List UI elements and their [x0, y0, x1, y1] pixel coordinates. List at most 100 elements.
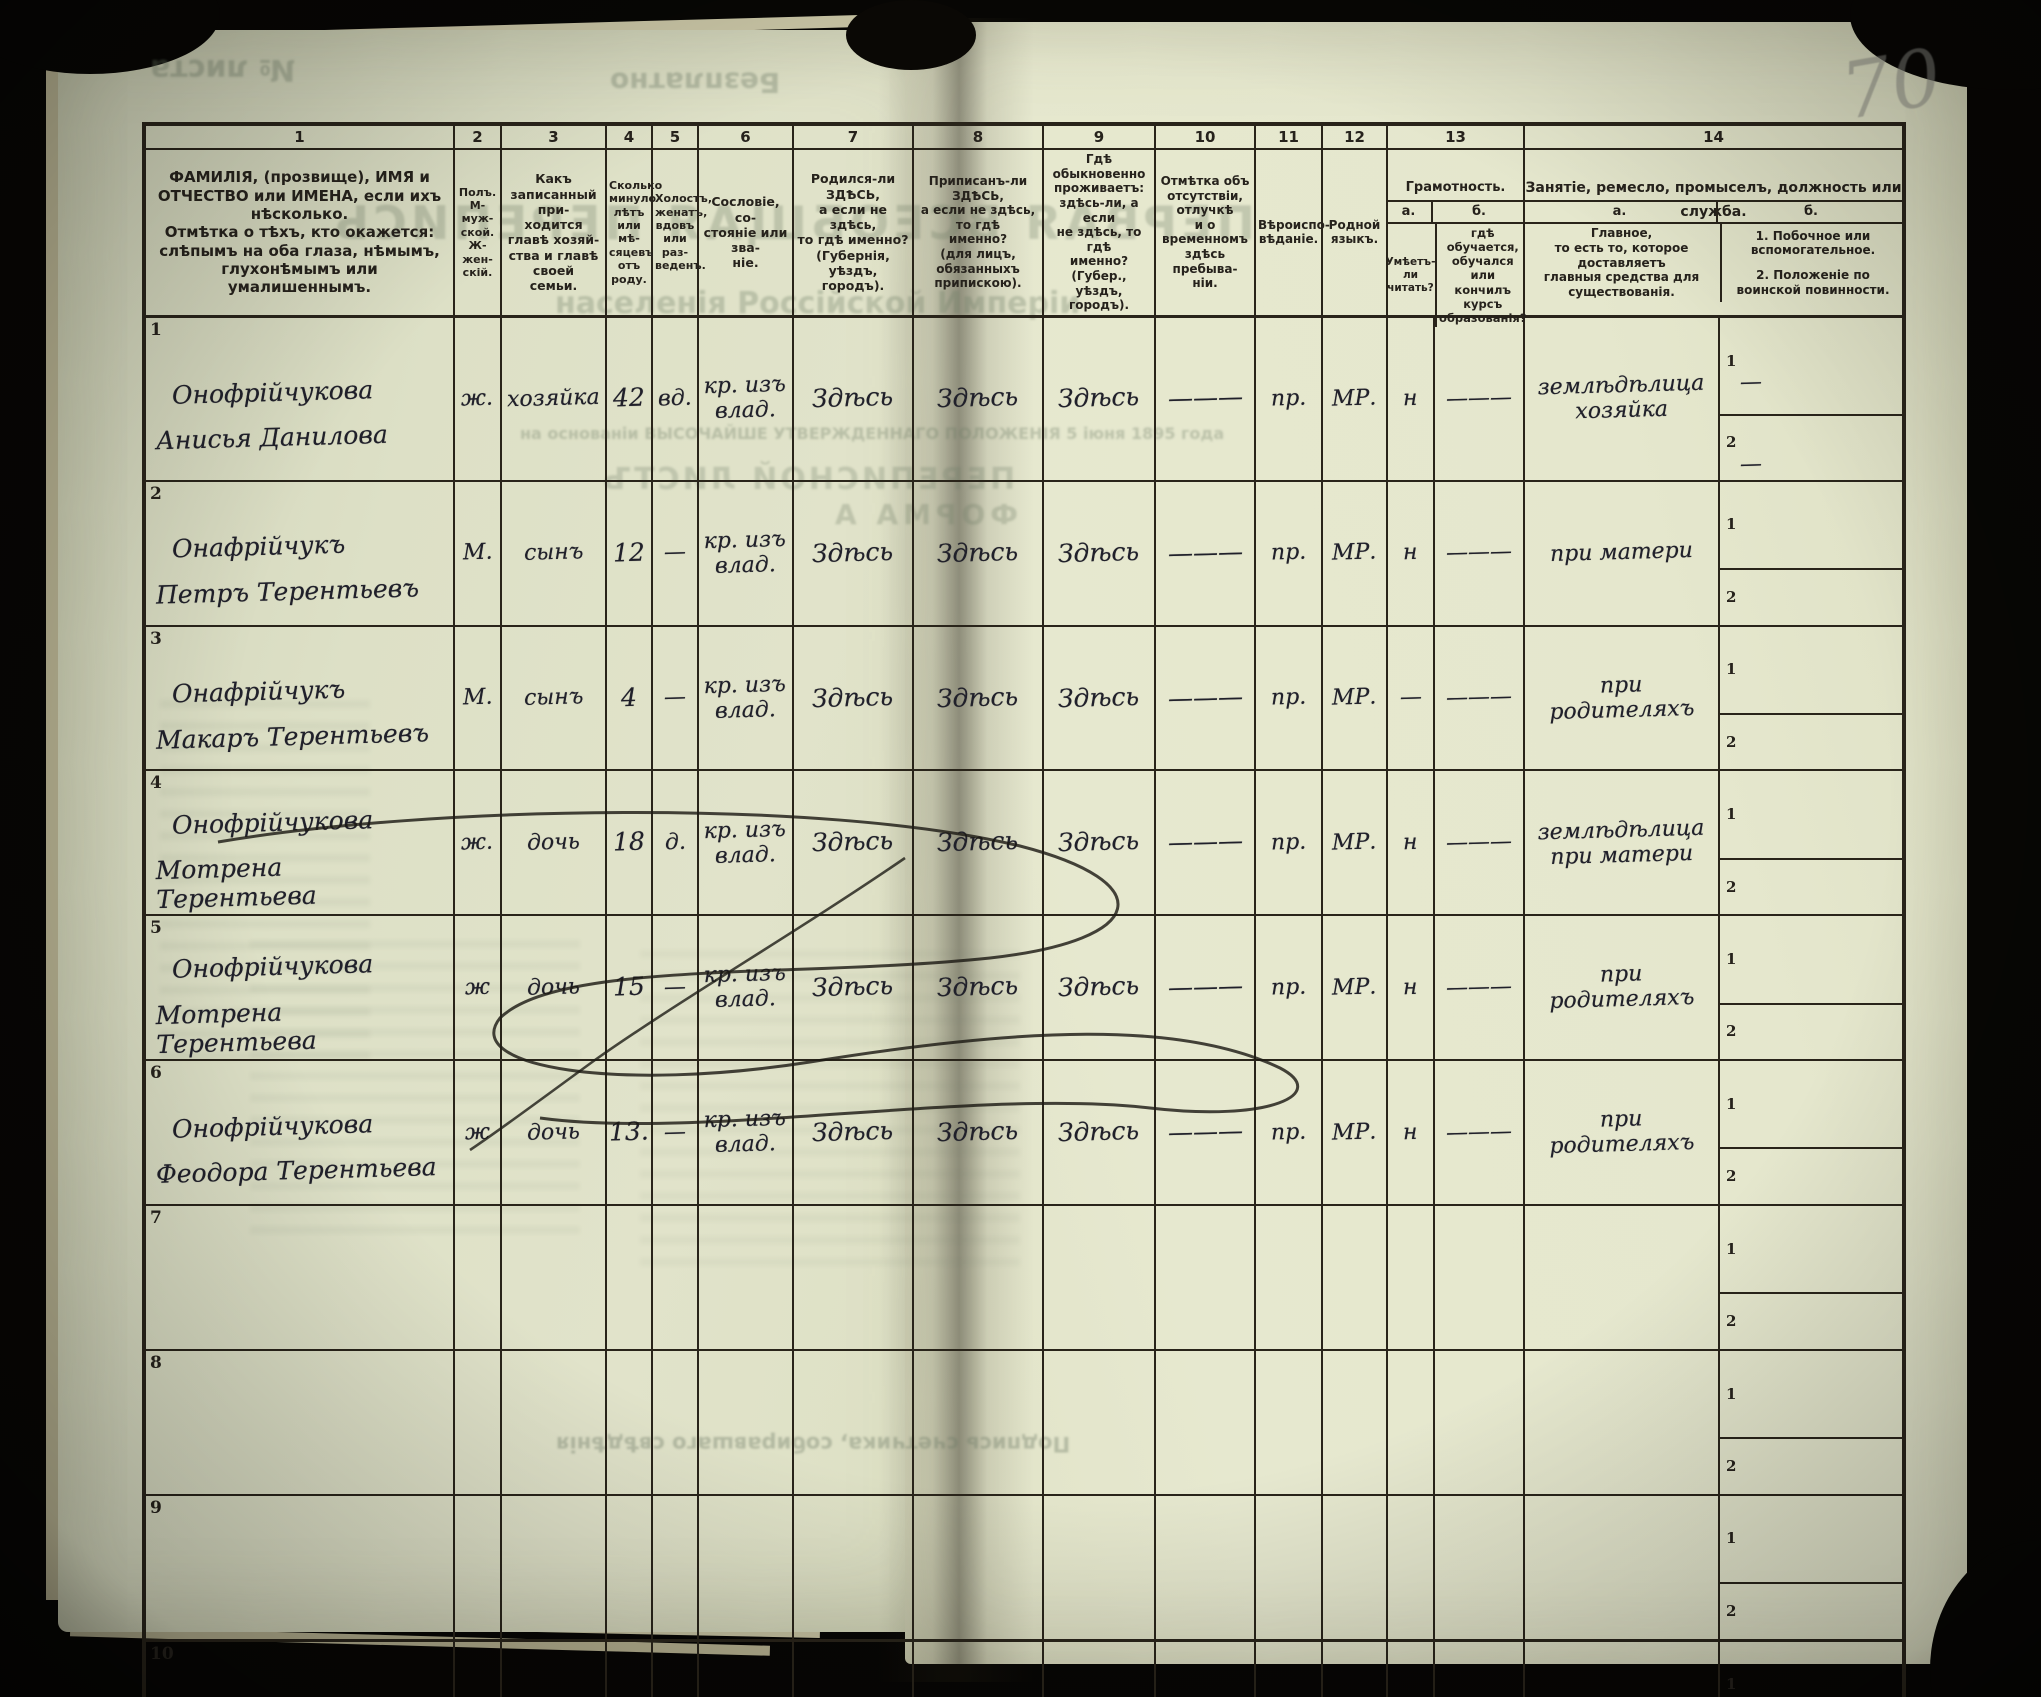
cell-estate: кр. изъ влад.	[697, 769, 794, 917]
cell-sex	[453, 1204, 502, 1351]
table-row: 2 Онафрійчукъ Петръ Терентьевъ М. сынъ 1…	[142, 479, 1906, 627]
hw-registration: Здѣсь	[937, 536, 1019, 568]
cell-registration: Здѣсь	[912, 769, 1044, 917]
hw-estate: кр. изъ влад.	[703, 961, 787, 1014]
cell-relation	[500, 1204, 607, 1351]
cell-absence: ———	[1154, 624, 1256, 772]
header-name: ФАМИЛІЯ, (прозвище), ИМЯ и ОТЧЕСТВО или …	[142, 147, 455, 318]
hw-education: ———	[1445, 684, 1513, 712]
cell-estate	[697, 1639, 794, 1697]
cell-age	[605, 1493, 653, 1642]
hw-religion: пр.	[1270, 1119, 1307, 1146]
hw-education: ———	[1445, 1118, 1513, 1146]
hw-given-name: Мотрена Терентьева	[155, 997, 318, 1059]
hw-reads: н	[1402, 385, 1419, 412]
cell-side-occupation: 1 2	[1718, 769, 1906, 917]
col-number: 7	[792, 122, 914, 150]
hw-birthplace: Здѣсь	[812, 826, 894, 858]
cell-residence	[1042, 1639, 1156, 1697]
cell-birthplace	[792, 1493, 914, 1642]
hw-residence: Здѣсь	[1058, 826, 1140, 858]
cell-occupation: при родителяхъ	[1523, 624, 1720, 772]
cell-relation: хозяйка	[500, 315, 607, 482]
hw-religion: пр.	[1270, 974, 1307, 1001]
cell-sex: М.	[453, 624, 502, 772]
col-number: 14	[1523, 122, 1906, 150]
table-row: 8	[142, 1348, 1906, 1496]
header-occupation-a: Главное, то есть то, которое доставляетъ…	[1523, 224, 1722, 302]
hw-estate: кр. изъ влад.	[703, 372, 787, 425]
row-number: 4	[150, 773, 162, 794]
cell-estate	[697, 1348, 794, 1496]
cell-absence: ———	[1154, 769, 1256, 917]
cell-language	[1321, 1204, 1388, 1351]
hw-reads: н	[1402, 540, 1419, 566]
cell-birthplace: Здѣсь	[792, 315, 914, 482]
side-label-2: 2	[1726, 877, 1737, 896]
cell-reads: н	[1386, 914, 1435, 1062]
cell-residence: Здѣсь	[1042, 624, 1156, 772]
cell-registration: Здѣсь	[912, 624, 1044, 772]
cell-marital: —	[651, 1059, 699, 1206]
cell-occupation	[1523, 1348, 1720, 1496]
cell-name: 8	[142, 1348, 455, 1496]
header-occupation-b1: 1. Побочное или вспомогательное.	[1750, 228, 1876, 258]
cell-occupation: при родителяхъ	[1523, 1059, 1720, 1206]
cell-marital	[651, 1348, 699, 1496]
hw-residence: Здѣсь	[1058, 536, 1140, 568]
cell-sex	[453, 1639, 502, 1697]
side-label-1: 1	[1726, 1529, 1737, 1548]
cell-age	[605, 1639, 653, 1697]
cell-religion: пр.	[1254, 769, 1323, 917]
cell-relation	[500, 1493, 607, 1642]
row-number: 6	[150, 1063, 162, 1084]
row-number: 9	[150, 1497, 162, 1518]
header-sex: Полъ. М-муж- ской. Ж-жен- скій.	[453, 147, 502, 318]
col-number: 11	[1254, 122, 1323, 150]
hw-absence: ———	[1167, 536, 1243, 568]
hw-religion: пр.	[1270, 829, 1307, 856]
hw-registration: Здѣсь	[937, 1116, 1019, 1148]
hw-estate: кр. изъ влад.	[703, 671, 787, 724]
cell-language: МР.	[1321, 1059, 1388, 1206]
hw-sex: ж	[464, 1119, 491, 1146]
cell-side-occupation: 1 — 2 —	[1718, 315, 1906, 482]
cell-relation: дочь	[500, 769, 607, 917]
cell-name: 7	[142, 1204, 455, 1351]
cell-marital: —	[651, 479, 699, 627]
table-row: 1 Онофрійчукова Анисья Данилова ж. хозяй…	[142, 315, 1906, 482]
cell-registration	[912, 1639, 1044, 1697]
hw-surname: Онофрійчукова	[171, 804, 374, 840]
cell-religion	[1254, 1204, 1323, 1351]
cell-marital	[651, 1204, 699, 1351]
cell-sex	[453, 1348, 502, 1496]
hw-estate: кр. изъ влад.	[703, 816, 787, 869]
hw-given-name: Феодора Терентьева	[155, 1152, 437, 1190]
hw-surname: Онафрійчукъ	[171, 674, 346, 709]
side-label-1: 1	[1726, 1094, 1737, 1113]
side-label-2: 2	[1726, 1457, 1737, 1476]
cell-language: МР.	[1321, 914, 1388, 1062]
cell-birthplace: Здѣсь	[792, 769, 914, 917]
cell-estate: кр. изъ влад.	[697, 315, 794, 482]
hw-sex: ж.	[461, 385, 494, 412]
cell-residence	[1042, 1204, 1156, 1351]
hw-estate: кр. изъ влад.	[703, 1106, 787, 1159]
hw-occupation: землѣдѣлица хозяйка	[1537, 371, 1705, 426]
side-label-2: 2	[1726, 1167, 1737, 1186]
column-number-row: 1 2 3 4 5 6 7 8 9 10 11 12 13 14	[142, 122, 1906, 150]
cell-relation: дочь	[500, 914, 607, 1062]
cell-age	[605, 1348, 653, 1496]
side-sub-1: 1	[1720, 642, 1902, 715]
side-label-2: 2	[1726, 1312, 1737, 1331]
hw-religion: пр.	[1270, 385, 1307, 412]
hw-occupation: при матери	[1549, 538, 1694, 568]
cell-relation: сынъ	[500, 479, 607, 627]
side-sub-1: 1	[1720, 1512, 1902, 1585]
cell-relation	[500, 1639, 607, 1697]
cell-age	[605, 1204, 653, 1351]
cell-marital: —	[651, 914, 699, 1062]
cell-residence: Здѣсь	[1042, 914, 1156, 1062]
cell-sex: ж.	[453, 315, 502, 482]
hw-relation: дочь	[526, 974, 581, 1001]
